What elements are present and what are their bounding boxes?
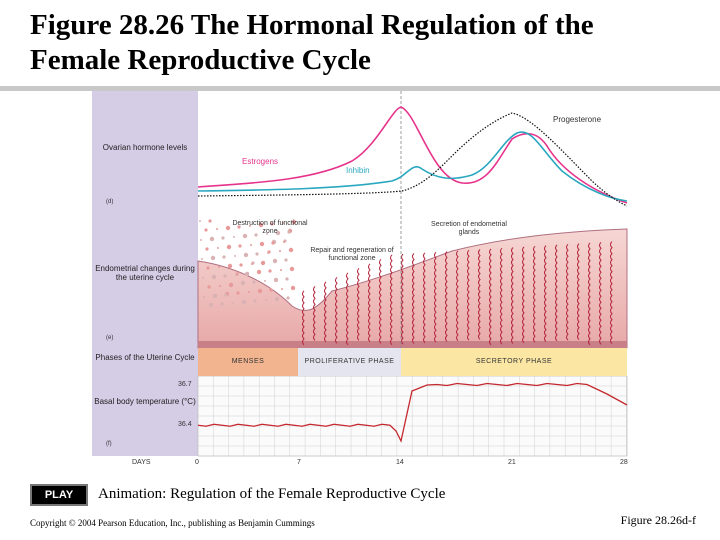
tissue-fragment xyxy=(238,244,241,247)
tissue-fragment xyxy=(268,269,271,272)
slide-title: Figure 28.26 The Hormonal Regulation of … xyxy=(30,8,710,78)
animation-caption[interactable]: Animation: Regulation of the Female Repr… xyxy=(98,486,445,503)
days-axis-label: DAYS xyxy=(132,459,151,466)
tissue-fragment xyxy=(269,288,272,291)
tissue-fragment xyxy=(264,280,266,282)
tissue-fragment xyxy=(285,277,288,280)
tissue-fragment xyxy=(199,220,201,222)
tissue-fragment xyxy=(219,285,221,287)
proliferative-phase: PROLIFERATIVE PHASE xyxy=(298,348,401,376)
tissue-fragment xyxy=(244,253,248,257)
tissue-fragment xyxy=(202,277,204,279)
tissue-fragment xyxy=(280,269,282,271)
day-tick-7: 7 xyxy=(297,459,301,466)
day-tick-0: 0 xyxy=(195,459,199,466)
tissue-fragment xyxy=(267,252,269,254)
tissue-fragment xyxy=(273,259,277,263)
tissue-fragment xyxy=(283,241,285,243)
day-tick-21: 21 xyxy=(508,459,516,466)
tissue-fragment xyxy=(212,275,216,279)
tissue-fragment xyxy=(265,299,267,301)
tissue-fragment xyxy=(248,291,250,293)
tissue-fragment xyxy=(279,250,281,252)
figure-reference: Figure 28.26d-f xyxy=(621,513,696,528)
tissue-fragment xyxy=(257,270,261,274)
tissue-fragment xyxy=(291,286,295,290)
tissue-fragment xyxy=(241,281,245,285)
tissue-fragment xyxy=(221,236,224,239)
temp-tick-low: 36.4 xyxy=(178,421,192,429)
tissue-fragment xyxy=(220,302,223,305)
copyright-notice: Copyright © 2004 Pearson Education, Inc.… xyxy=(30,518,315,528)
tissue-fragment xyxy=(207,285,210,288)
tissue-fragment xyxy=(224,293,227,296)
tissue-fragment xyxy=(284,258,287,261)
tissue-fragment xyxy=(234,255,236,257)
repair-annotation: Repair and regeneration of functional zo… xyxy=(297,247,407,263)
tissue-fragment xyxy=(253,299,256,302)
tissue-fragment xyxy=(232,302,234,304)
tissue-fragment xyxy=(217,247,219,249)
tissue-fragment xyxy=(281,288,283,290)
tissue-fragment xyxy=(205,247,208,250)
title-line-1: Figure 28.26 The Hormonal Regulation of … xyxy=(30,8,710,43)
tissue-fragment xyxy=(290,267,294,271)
tissue-fragment xyxy=(286,296,289,299)
tissue-fragment xyxy=(204,228,207,231)
tissue-fragment xyxy=(210,237,214,241)
tissue-fragment xyxy=(235,274,237,276)
tissue-fragment xyxy=(208,219,211,222)
tissue-fragment xyxy=(242,300,246,304)
tissue-fragment xyxy=(260,242,264,246)
tissue-fragment xyxy=(200,239,202,241)
tissue-fragment xyxy=(261,261,265,265)
tissue-fragment xyxy=(274,278,278,282)
tissue-fragment xyxy=(209,303,213,307)
tissue-fragment xyxy=(251,263,253,265)
tissue-fragment xyxy=(223,274,226,277)
secretion-annotation: Secretion of endometrial glands xyxy=(424,221,514,237)
tissue-fragment xyxy=(222,255,225,258)
tissue-fragment xyxy=(258,289,262,293)
day-tick-28: 28 xyxy=(620,459,628,466)
tissue-fragment xyxy=(233,236,235,238)
figure-graphics xyxy=(92,91,637,473)
tissue-fragment xyxy=(218,266,220,268)
tissue-fragment xyxy=(201,258,203,260)
tissue-fragment xyxy=(252,280,255,283)
tissue-fragment xyxy=(275,297,279,301)
hormonal-regulation-figure: Ovarian hormone levels Endometrial chang… xyxy=(92,91,637,473)
secretory-phase: SECRETORY PHASE xyxy=(401,348,627,376)
menses-phase: MENSES xyxy=(198,348,298,376)
tissue-fragment xyxy=(216,228,218,230)
tissue-fragment xyxy=(229,283,233,287)
day-tick-14: 14 xyxy=(396,459,404,466)
play-button[interactable]: PLAY xyxy=(30,484,88,506)
tissue-fragment xyxy=(271,241,274,244)
tissue-fragment xyxy=(250,244,252,246)
tissue-fragment xyxy=(206,266,209,269)
tissue-fragment xyxy=(213,294,217,298)
title-line-2: Female Reproductive Cycle xyxy=(30,43,710,78)
tissue-fragment xyxy=(289,248,293,252)
estrogen-label: Estrogens xyxy=(242,158,278,166)
tissue-fragment xyxy=(228,264,232,268)
inhibin-label: Inhibin xyxy=(346,167,370,175)
temp-tick-high: 36.7 xyxy=(178,381,192,389)
tissue-fragment xyxy=(239,263,242,266)
tissue-fragment xyxy=(203,296,205,298)
tissue-fragment xyxy=(236,291,239,294)
tissue-fragment xyxy=(245,272,249,276)
tissue-fragment xyxy=(227,245,231,249)
destruction-annotation: Destruction of functional zone xyxy=(230,220,310,236)
tissue-fragment xyxy=(255,252,258,255)
tissue-fragment xyxy=(211,256,215,260)
progesterone-label: Progesterone xyxy=(553,116,601,124)
